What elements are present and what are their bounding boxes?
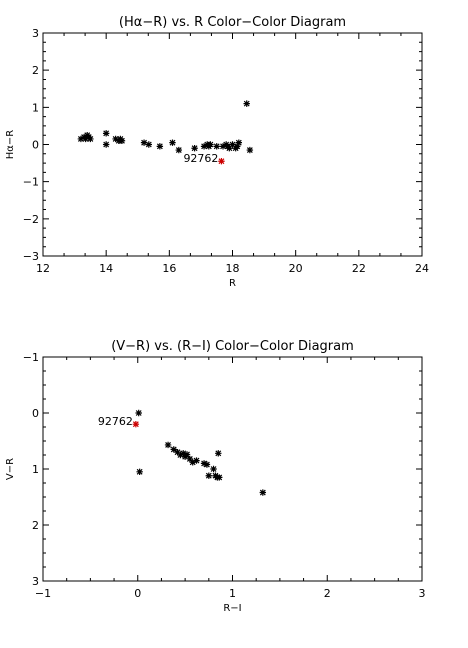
data-point bbox=[177, 451, 184, 459]
data-point bbox=[191, 145, 198, 152]
x-tick-label: 0 bbox=[134, 587, 141, 600]
y-tick-label: −3 bbox=[23, 250, 39, 263]
data-point bbox=[102, 130, 110, 137]
y-tick-label: −1 bbox=[23, 176, 39, 189]
y-tick-label: 0 bbox=[32, 139, 39, 152]
data-point bbox=[87, 135, 94, 143]
data-point bbox=[102, 141, 110, 148]
data-point bbox=[183, 451, 191, 458]
y-tick-label: −1 bbox=[23, 351, 39, 364]
data-point bbox=[226, 145, 233, 152]
data-point bbox=[186, 455, 194, 463]
data-point bbox=[200, 143, 208, 150]
data-point bbox=[189, 459, 196, 466]
x-tick-label: 22 bbox=[352, 262, 366, 275]
plot-frame bbox=[42, 356, 423, 582]
x-tick-label: 2 bbox=[324, 587, 331, 600]
data-point bbox=[259, 489, 267, 496]
data-point bbox=[215, 450, 222, 457]
data-point bbox=[205, 472, 213, 479]
chart-title: (V−R) vs. (R−I) Color−Color Diagram bbox=[111, 339, 354, 354]
y-tick-label: 2 bbox=[32, 64, 39, 77]
data-point bbox=[112, 135, 119, 143]
data-point bbox=[135, 409, 142, 417]
y-tick-label: 1 bbox=[32, 101, 39, 114]
data-point bbox=[207, 141, 214, 148]
x-axis-label: R bbox=[229, 278, 236, 289]
data-point bbox=[243, 100, 250, 107]
highlight-point bbox=[218, 158, 225, 165]
data-point bbox=[203, 461, 211, 468]
data-point bbox=[246, 146, 254, 154]
x-tick-label: −1 bbox=[35, 587, 51, 600]
data-point bbox=[175, 146, 183, 154]
chart-title: (Hα−R) vs. R Color−Color Diagram bbox=[119, 15, 346, 30]
data-point bbox=[219, 143, 227, 150]
data-point bbox=[229, 141, 236, 148]
chart-panel-2: (V−R) vs. (R−I) Color−Color Diagram −1 0 1 2… bbox=[5, 339, 426, 614]
y-tick-label: 3 bbox=[32, 575, 39, 588]
data-point bbox=[82, 135, 89, 143]
data-point bbox=[200, 460, 208, 467]
x-tick-label: 20 bbox=[289, 262, 303, 275]
data-point bbox=[164, 441, 172, 449]
x-tick-label: 16 bbox=[162, 262, 176, 275]
data-point bbox=[216, 474, 223, 481]
data-point bbox=[145, 141, 153, 148]
data-point bbox=[213, 143, 220, 150]
data-point bbox=[156, 143, 164, 150]
point-annotation: 92762 bbox=[98, 415, 133, 428]
y-tick-label: 0 bbox=[32, 407, 39, 420]
x-tick-label: 14 bbox=[99, 262, 113, 275]
y-tick-label: −2 bbox=[23, 213, 39, 226]
data-point bbox=[136, 468, 143, 475]
data-point bbox=[77, 135, 85, 143]
x-axis-label: R−I bbox=[223, 603, 241, 614]
y-tick-label: 3 bbox=[32, 27, 39, 40]
y-axis-label: V−R bbox=[5, 458, 16, 480]
x-tick-label: 18 bbox=[226, 262, 240, 275]
data-point bbox=[180, 450, 187, 457]
x-tick-label: 3 bbox=[419, 587, 426, 600]
data-point bbox=[210, 465, 217, 473]
data-point bbox=[118, 137, 126, 144]
point-annotation: 92762 bbox=[183, 152, 218, 165]
x-tick-label: 12 bbox=[36, 262, 50, 275]
data-point bbox=[140, 139, 148, 146]
y-tick-label: 2 bbox=[32, 519, 39, 532]
data-point bbox=[169, 139, 176, 146]
data-point bbox=[174, 449, 181, 456]
data-point bbox=[193, 457, 200, 464]
data-point bbox=[234, 143, 241, 150]
y-axis-label: Hα−R bbox=[5, 130, 16, 159]
data-point bbox=[170, 446, 177, 453]
x-tick-label: 1 bbox=[229, 587, 236, 600]
y-tick-label: 1 bbox=[32, 463, 39, 476]
data-point bbox=[235, 139, 243, 146]
x-tick-label: 24 bbox=[415, 262, 429, 275]
highlight-point bbox=[132, 421, 140, 428]
